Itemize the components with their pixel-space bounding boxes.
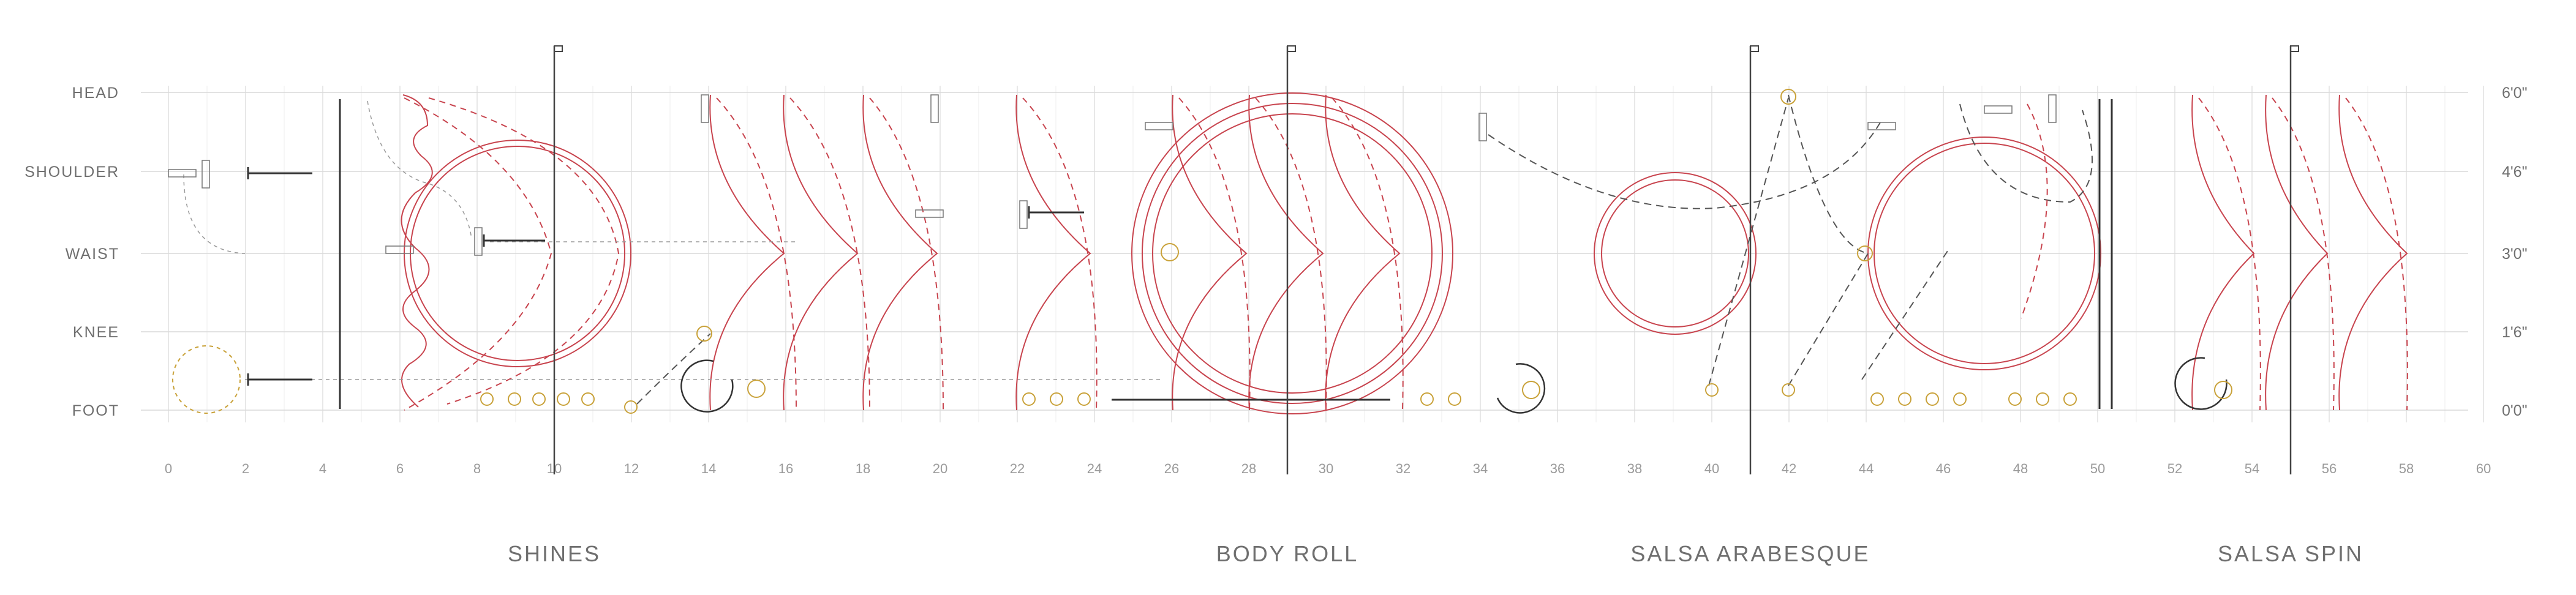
x-tick-label: 30: [1319, 461, 1333, 476]
x-tick-label: 18: [856, 461, 870, 476]
x-tick-label: 24: [1087, 461, 1102, 476]
x-tick-label: 36: [1550, 461, 1565, 476]
section-marker-flag: [1750, 45, 1759, 52]
height-label: 3'0": [2502, 245, 2527, 263]
x-tick-label: 60: [2476, 461, 2491, 476]
height-label: 0'0": [2502, 402, 2527, 419]
body-level-labels: HEAD SHOULDER WAIST KNEE FOOT: [24, 84, 119, 419]
body-level-label: KNEE: [73, 324, 119, 341]
x-tick-label: 40: [1704, 461, 1719, 476]
x-tick-label: 52: [2167, 461, 2182, 476]
bodyroll-red-paths: [1015, 92, 1453, 414]
x-tick-label: 20: [933, 461, 947, 476]
x-tick-label: 32: [1396, 461, 1410, 476]
body-level-label: HEAD: [72, 84, 119, 102]
x-tick-label: 28: [1241, 461, 1256, 476]
x-tick-label: 2: [242, 461, 249, 476]
grid: [141, 86, 2484, 422]
shines-dashed-paths: [404, 97, 944, 411]
start-circle: [172, 345, 241, 414]
x-tick-labels: 0 2 4 6 8 10 12 14 16 18 20 22 24 26 28 30 32 34 36 38 40 42 4…: [165, 461, 2491, 476]
x-tick-label: 12: [624, 461, 639, 476]
section-label: SHINES: [508, 541, 601, 566]
bracket-lines: [339, 99, 2113, 409]
section-labels: SHINES BODY ROLL SALSA ARABESQUE SALSA SPIN: [508, 541, 2363, 566]
x-tick-label: 6: [396, 461, 404, 476]
x-tick-label: 58: [2399, 461, 2414, 476]
body-level-label: FOOT: [72, 402, 119, 419]
body-level-label: WAIST: [66, 245, 119, 263]
handle-bars: [247, 167, 1084, 386]
x-tick-label: 14: [701, 461, 716, 476]
x-tick-label: 22: [1010, 461, 1025, 476]
movement-notation: [168, 89, 2408, 414]
height-label: 4'6": [2502, 163, 2527, 181]
section-marker-flag: [1287, 45, 1296, 52]
section-label: SALSA SPIN: [2218, 541, 2363, 566]
x-tick-label: 34: [1473, 461, 1488, 476]
x-tick-label: 26: [1164, 461, 1179, 476]
x-tick-label: 48: [2013, 461, 2028, 476]
section-markers: [553, 45, 2299, 474]
arabesque-red-dashed: [2021, 97, 2408, 411]
body-level-label: SHOULDER: [24, 163, 119, 181]
height-label: 6'0": [2502, 84, 2527, 102]
x-tick-label: 38: [1627, 461, 1642, 476]
shines-gray-dashed: [183, 100, 1164, 380]
x-tick-label: 4: [319, 461, 326, 476]
height-label: 1'6": [2502, 324, 2527, 341]
arabesque-dark-dashed: [636, 94, 2093, 405]
x-tick-label: 8: [473, 461, 481, 476]
arabesque-red-paths: [1594, 94, 2408, 411]
x-tick-label: 0: [165, 461, 172, 476]
bodyroll-dashed-paths: [1022, 97, 1404, 411]
spin-arcs: [680, 357, 2228, 414]
section-label: SALSA ARABESQUE: [1630, 541, 1870, 566]
height-labels: 6'0" 4'6" 3'0" 1'6" 0'0": [2502, 84, 2527, 419]
x-tick-label: 44: [1859, 461, 1874, 476]
x-tick-label: 46: [1936, 461, 1951, 476]
section-marker-flag: [554, 45, 563, 52]
section-marker-flag: [2290, 45, 2299, 52]
x-tick-label: 16: [778, 461, 793, 476]
foot-marks: [480, 89, 2232, 414]
x-tick-label: 42: [1782, 461, 1796, 476]
x-tick-label: 54: [2245, 461, 2259, 476]
x-tick-label: 56: [2322, 461, 2337, 476]
section-label: BODY ROLL: [1216, 541, 1358, 566]
small-boxes: [168, 94, 2057, 256]
x-tick-label: 50: [2090, 461, 2105, 476]
